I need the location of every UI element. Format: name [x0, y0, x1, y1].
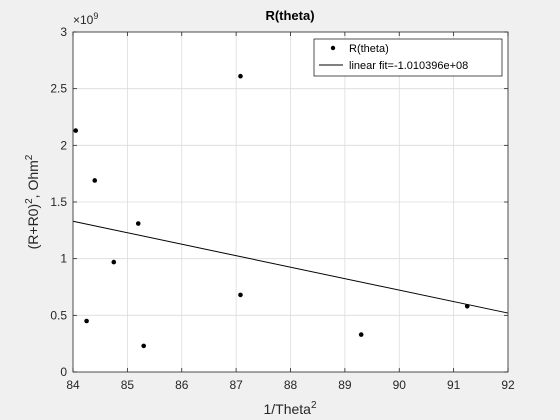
y-ticks: 0 0.5 1 1.5 2 2.5 3	[50, 25, 508, 379]
x-tick-label: 90	[393, 378, 407, 392]
x-ticks: 84 85 86 87 88 89 90 91 92	[66, 32, 515, 392]
x-tick-label: 87	[229, 378, 243, 392]
x-tick-label: 86	[175, 378, 189, 392]
data-point	[92, 178, 98, 183]
y-tick-label: 0	[60, 365, 67, 379]
y-tick-label: 0.5	[50, 308, 67, 322]
x-tick-label: 92	[501, 378, 515, 392]
fit-line-layer	[72, 220, 509, 314]
data-point	[84, 318, 89, 324]
data-point	[111, 259, 117, 265]
data-point	[358, 332, 364, 337]
y-tick-label: 2.5	[50, 82, 67, 96]
y-tick-label: 1.5	[50, 195, 67, 209]
x-tick-label: 84	[66, 378, 80, 392]
legend-label-fit: linear fit=-1.010396e+08	[349, 60, 468, 72]
y-tick-label: 3	[60, 25, 67, 39]
x-axis-label: 1/Theta2	[263, 400, 316, 417]
legend: R(theta) linear fit=-1.010396e+08	[313, 38, 503, 77]
scatter-points	[73, 73, 470, 349]
data-point	[135, 221, 141, 226]
legend-label-scatter: R(theta)	[349, 43, 389, 55]
fit-line	[72, 220, 509, 314]
data-point	[238, 292, 243, 298]
y-axis-label: (R+R0)2, Ohm2	[24, 154, 41, 249]
y-tick-label: 1	[60, 252, 67, 266]
chart-title: R(theta)	[265, 8, 314, 23]
data-point	[464, 303, 470, 309]
x-tick-label: 89	[338, 378, 352, 392]
data-point	[73, 128, 79, 133]
x-tick-label: 91	[447, 378, 461, 392]
data-point	[141, 343, 146, 349]
x-tick-label: 85	[121, 378, 135, 392]
legend-box	[313, 38, 503, 77]
y-exponent-label: ×109	[73, 11, 98, 27]
data-point	[238, 73, 243, 79]
x-tick-label: 88	[284, 378, 298, 392]
legend-marker-scatter	[330, 45, 336, 51]
y-tick-label: 2	[60, 138, 67, 152]
